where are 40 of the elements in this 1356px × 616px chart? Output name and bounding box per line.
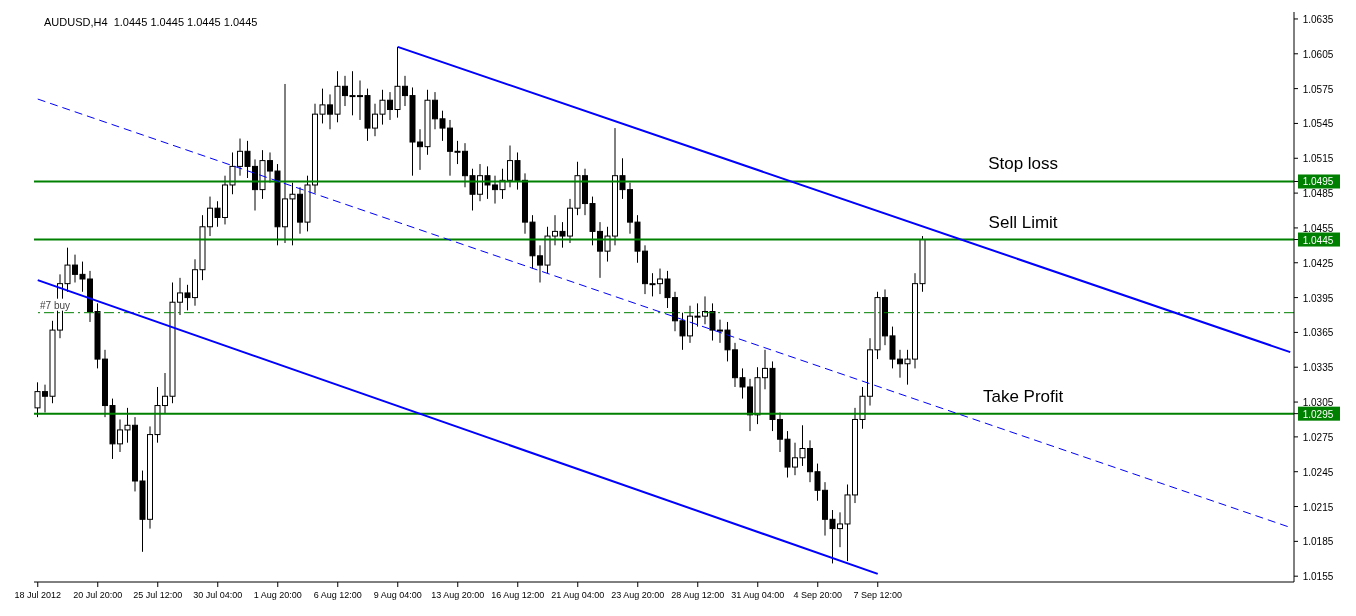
y-tick-label: 1.0275 — [1302, 431, 1334, 443]
x-tick-label: 25 Jul 12:00 — [133, 590, 183, 600]
ref-line-label: Sell Limit — [988, 212, 1058, 232]
y-tick-label: 1.0215 — [1302, 501, 1334, 513]
x-tick-label: 7 Sep 12:00 — [853, 590, 903, 600]
y-tick-label: 1.0295 — [1302, 408, 1334, 420]
chart-title: AUDUSD,H4 1.0445 1.0445 1.0445 1.0445 — [44, 16, 258, 28]
y-tick-label: 1.0425 — [1302, 257, 1334, 269]
y-tick-label: 1.0395 — [1302, 292, 1334, 304]
x-tick-label: 18 Jul 2012 — [14, 590, 62, 600]
x-tick-label: 28 Aug 12:00 — [671, 590, 725, 600]
y-tick-label: 1.0455 — [1302, 222, 1334, 234]
x-tick-label: 20 Jul 20:00 — [73, 590, 123, 600]
y-tick-label: 1.0185 — [1302, 536, 1334, 548]
y-tick-label: 1.0495 — [1302, 176, 1334, 188]
x-tick-label: 31 Aug 04:00 — [731, 590, 785, 600]
x-tick-label: 21 Aug 04:00 — [551, 590, 605, 600]
ref-line-label: Stop loss — [988, 154, 1059, 174]
x-tick-label: 1 Aug 20:00 — [253, 590, 302, 600]
y-tick-label: 1.0335 — [1302, 362, 1334, 374]
y-tick-label: 1.0545 — [1302, 118, 1334, 130]
y-tick-label: 1.0305 — [1302, 397, 1334, 409]
x-tick-label: 23 Aug 20:00 — [611, 590, 665, 600]
y-tick-label: 1.0515 — [1302, 153, 1334, 165]
x-tick-label: 4 Sep 20:00 — [793, 590, 843, 600]
y-tick-label: 1.0365 — [1302, 327, 1334, 339]
y-tick-label: 1.0605 — [1302, 48, 1334, 60]
x-tick-label: 9 Aug 04:00 — [373, 590, 422, 600]
y-tick-label: 1.0445 — [1302, 234, 1334, 246]
x-tick-label: 6 Aug 12:00 — [313, 590, 362, 600]
y-tick-label: 1.0245 — [1302, 466, 1334, 478]
x-tick-label: 30 Jul 04:00 — [193, 590, 243, 600]
x-tick-label: 16 Aug 12:00 — [491, 590, 545, 600]
y-tick-label: 1.0575 — [1302, 83, 1334, 95]
y-tick-label: 1.0155 — [1302, 571, 1334, 583]
y-tick-label: 1.0485 — [1302, 188, 1334, 200]
y-tick-label: 1.0635 — [1302, 13, 1334, 25]
ref-line-label: #7 buy — [40, 299, 71, 311]
x-tick-label: 13 Aug 20:00 — [431, 590, 485, 600]
ref-line-label: Take Profit — [982, 386, 1064, 406]
